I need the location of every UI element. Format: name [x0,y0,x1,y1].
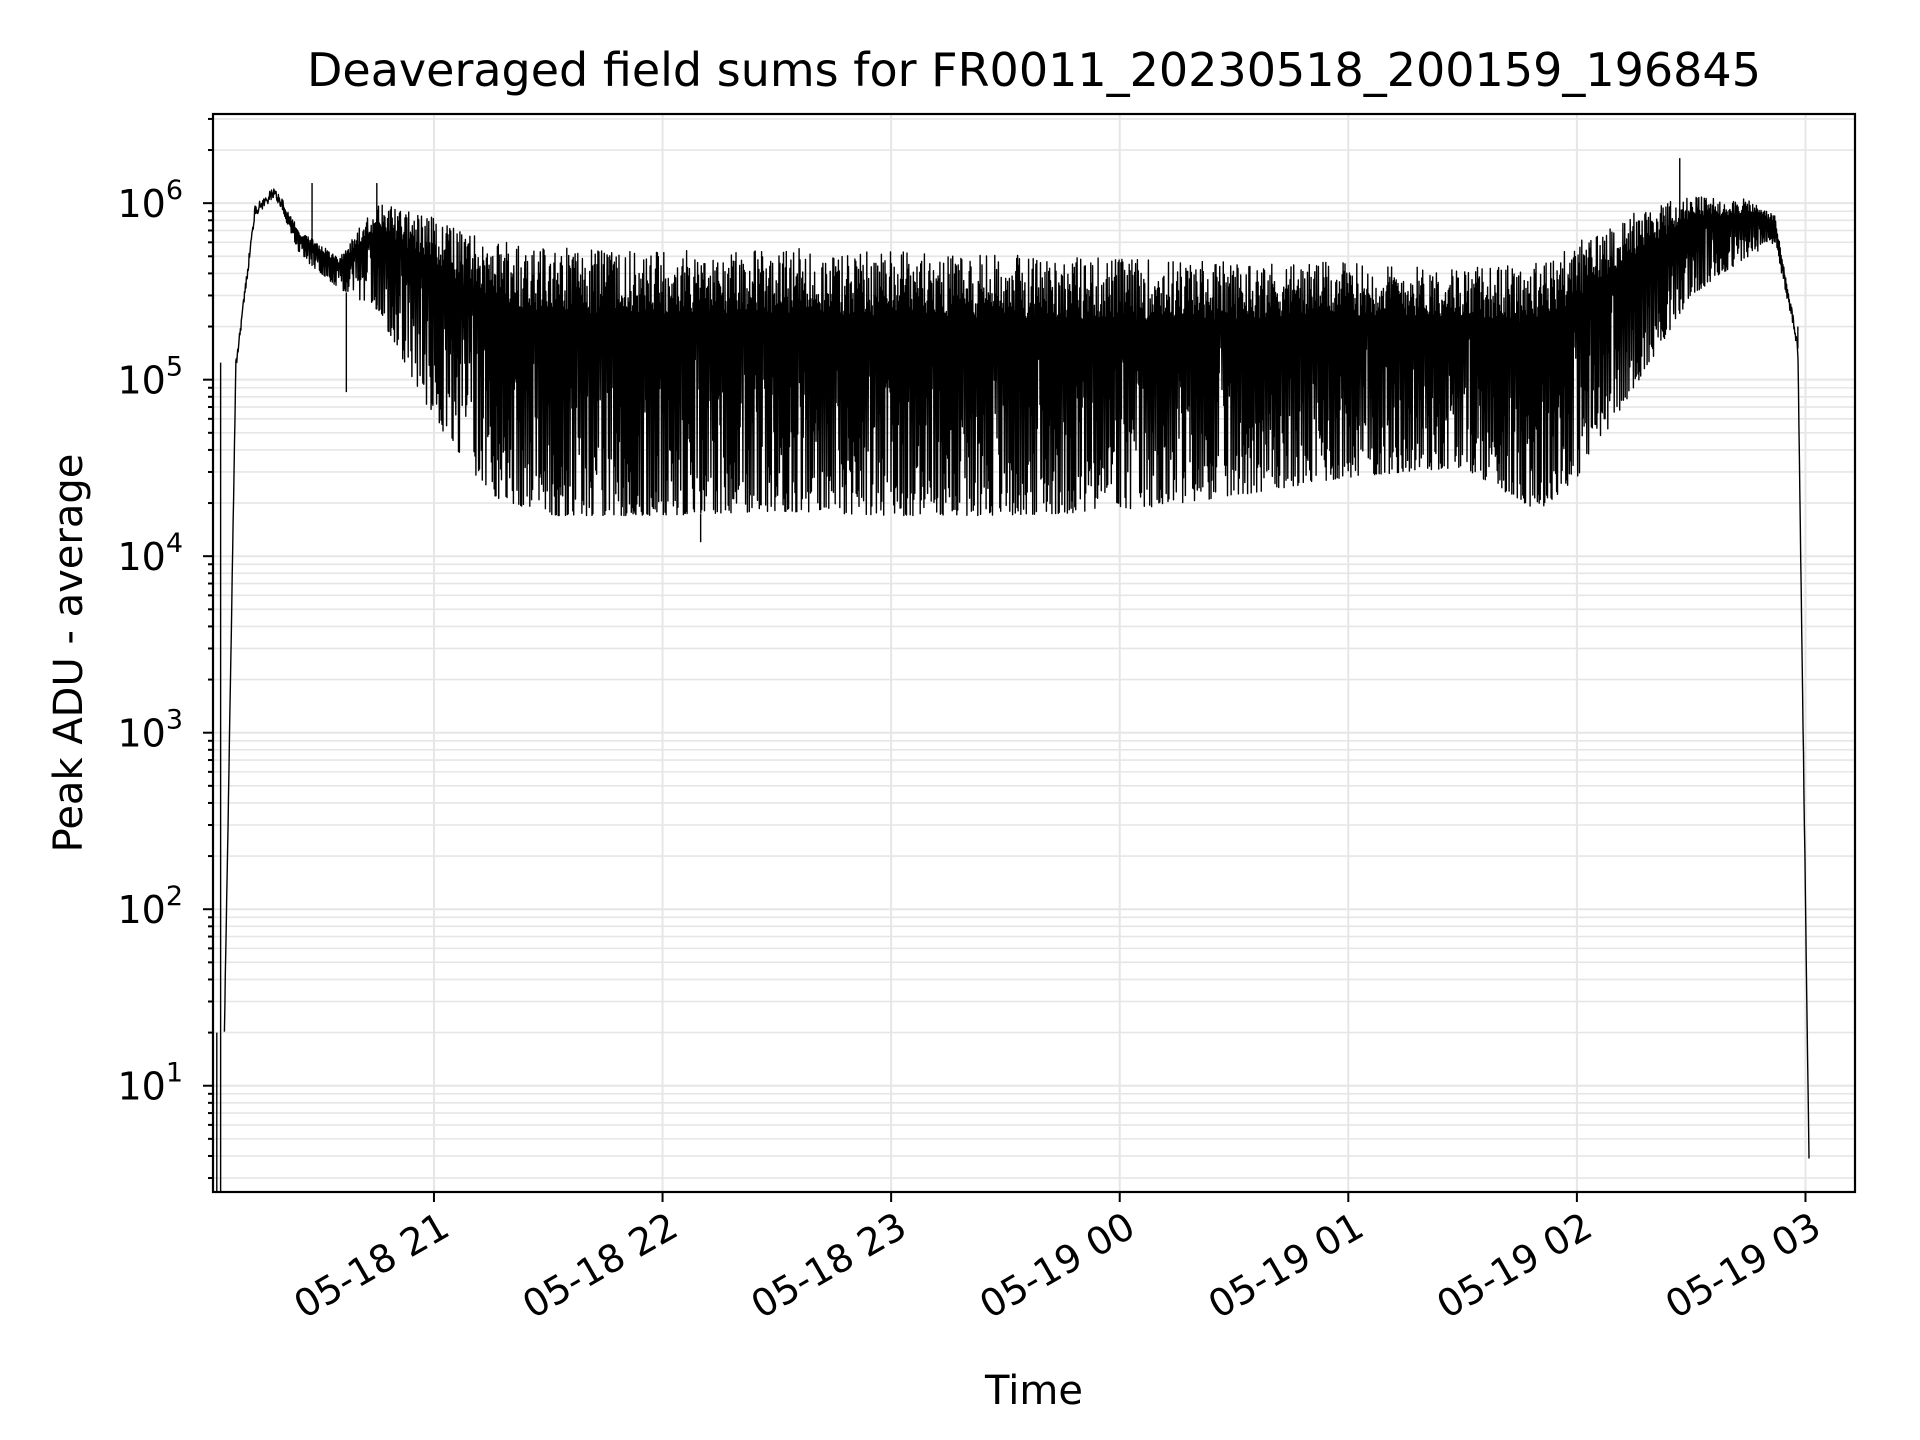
y-tick-base: 10 [117,535,165,579]
y-tick-base: 10 [117,359,165,403]
y-tick-label: 106 [117,175,183,226]
x-axis-label: Time [984,1368,1083,1414]
y-tick-label: 103 [117,705,183,756]
y-tick-base: 10 [117,1065,165,1109]
y-axis-label: Peak ADU - average [46,454,92,853]
y-tick-base: 10 [117,712,165,756]
y-tick-label: 101 [117,1058,183,1109]
series-line [223,188,1810,1159]
y-tick-exponent: 1 [166,1058,183,1089]
y-tick-exponent: 2 [166,881,183,912]
y-tick-exponent: 6 [166,175,183,206]
y-tick-label: 102 [117,881,183,932]
y-tick-exponent: 5 [166,352,183,383]
series-layer [216,158,1810,1192]
y-tick-label: 104 [117,528,183,579]
axis-ticks [203,117,1807,1202]
y-tick-base: 10 [117,182,165,226]
plot-frame [211,112,1857,1194]
y-tick-exponent: 4 [166,528,183,559]
y-tick-label: 105 [117,352,183,403]
y-tick-base: 10 [117,888,165,932]
chart-title: Deaveraged field sums for FR0011_2023051… [307,43,1761,97]
y-tick-exponent: 3 [166,705,183,736]
